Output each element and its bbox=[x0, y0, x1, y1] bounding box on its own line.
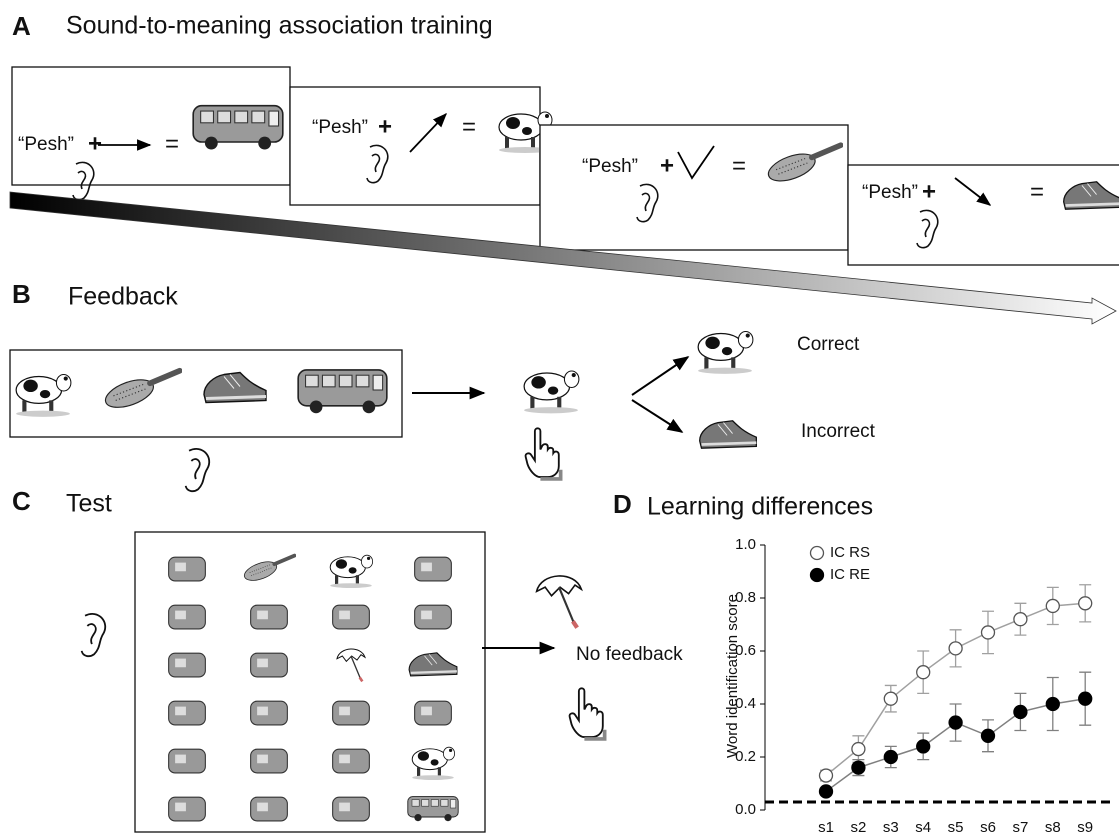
data-point bbox=[818, 768, 834, 783]
arrow bbox=[631, 399, 684, 433]
test-picture bbox=[168, 700, 206, 726]
test-picture bbox=[414, 556, 452, 582]
legend-label: IC RS bbox=[830, 544, 870, 561]
panel-title: Test bbox=[66, 490, 112, 518]
x-tick-label: s9 bbox=[1077, 819, 1093, 836]
x-tick-label: s2 bbox=[850, 819, 866, 836]
test-picture bbox=[414, 700, 452, 726]
shoe bbox=[698, 419, 758, 450]
panel-letter: D bbox=[613, 489, 632, 519]
test-picture bbox=[332, 700, 370, 726]
x-tick-label: s4 bbox=[915, 819, 931, 836]
panel-title: Sound-to-meaning association training bbox=[66, 12, 493, 40]
test-picture bbox=[250, 700, 288, 726]
outcome-label: Incorrect bbox=[801, 421, 876, 442]
panel-letter: B bbox=[12, 279, 31, 309]
cow bbox=[523, 370, 580, 414]
ear bbox=[184, 447, 211, 493]
y-tick-label: 0.6 bbox=[735, 642, 756, 659]
legend-marker bbox=[809, 567, 825, 583]
hand-pointer bbox=[567, 686, 607, 741]
data-point bbox=[916, 739, 931, 754]
ear bbox=[80, 612, 107, 658]
y-axis-label: Word identification score bbox=[724, 594, 741, 758]
data-point bbox=[851, 741, 866, 757]
panel-letter: C bbox=[12, 486, 31, 516]
spoken-word: “Pesh” bbox=[862, 182, 918, 203]
umbrella bbox=[537, 576, 582, 628]
test-picture bbox=[250, 748, 288, 774]
chart: 0.0 0.2 0.4 0.6 0.8 1.0 s1 s2 s3 s4 s5 s6 s7 s8 s9 IC R… bbox=[735, 536, 1115, 836]
legend-marker bbox=[809, 545, 825, 561]
test-picture bbox=[250, 604, 288, 630]
data-point bbox=[851, 760, 866, 775]
plus-sign: + bbox=[922, 178, 936, 205]
data-point bbox=[1013, 704, 1028, 720]
equals-sign: = bbox=[1030, 178, 1044, 205]
test-picture bbox=[168, 748, 206, 774]
note: No feedback bbox=[576, 644, 683, 665]
cow bbox=[697, 330, 754, 375]
test-picture bbox=[168, 604, 206, 630]
frame bbox=[847, 164, 1119, 266]
test-picture bbox=[168, 556, 206, 582]
data-point bbox=[883, 691, 898, 706]
test-picture bbox=[414, 604, 452, 630]
y-tick-label: 1.0 bbox=[735, 536, 756, 553]
data-point bbox=[980, 728, 996, 743]
spoken-word: “Pesh” bbox=[582, 156, 638, 177]
data-point bbox=[1045, 598, 1060, 614]
data-point bbox=[1013, 612, 1028, 627]
data-point bbox=[1078, 691, 1093, 706]
test-picture bbox=[168, 796, 206, 822]
time-wedge bbox=[9, 191, 1117, 325]
test-picture bbox=[332, 748, 370, 774]
spoken-word: “Pesh” bbox=[18, 134, 74, 155]
data-point bbox=[948, 715, 963, 730]
test-picture bbox=[332, 796, 370, 822]
pitch-contour bbox=[677, 145, 715, 180]
plus-sign: + bbox=[378, 113, 392, 140]
data-point bbox=[1078, 596, 1093, 611]
data-point bbox=[948, 641, 963, 656]
y-tick-label: 0.8 bbox=[735, 589, 756, 606]
plus-sign: + bbox=[88, 130, 102, 157]
data-point bbox=[980, 625, 996, 640]
plus-sign: + bbox=[660, 152, 674, 179]
equals-sign: = bbox=[165, 130, 179, 157]
equals-sign: = bbox=[732, 152, 746, 179]
chart-title: Learning differences bbox=[647, 493, 873, 521]
pitch-contour bbox=[409, 112, 447, 153]
x-tick-label: s8 bbox=[1045, 819, 1061, 836]
y-tick-label: 0.0 bbox=[735, 801, 756, 818]
outcome-label: Correct bbox=[797, 334, 860, 355]
test-picture bbox=[250, 796, 288, 822]
x-tick-label: s5 bbox=[948, 819, 964, 836]
test-picture bbox=[250, 652, 288, 678]
equals-sign: = bbox=[462, 113, 476, 140]
test-picture bbox=[332, 604, 370, 630]
legend-label: IC RE bbox=[830, 566, 870, 583]
x-tick-label: s6 bbox=[980, 819, 996, 836]
data-point bbox=[916, 665, 931, 680]
test-picture bbox=[168, 652, 206, 678]
panel-title: Feedback bbox=[68, 283, 178, 311]
x-tick-label: s7 bbox=[1012, 819, 1028, 836]
spoken-word: “Pesh” bbox=[312, 117, 368, 138]
data-point bbox=[818, 784, 834, 799]
arrow bbox=[631, 356, 690, 396]
x-tick-label: s3 bbox=[883, 819, 899, 836]
hand-pointer bbox=[523, 426, 563, 481]
y-tick-label: 0.2 bbox=[735, 748, 756, 765]
test-grid bbox=[134, 531, 486, 833]
training-frames: “Pesh” + =“Pesh” + =“Pesh” + =“Pesh” + = bbox=[11, 66, 1119, 266]
data-point bbox=[883, 749, 898, 765]
y-tick-label: 0.4 bbox=[735, 695, 756, 712]
pitch-contour bbox=[954, 177, 992, 206]
data-point bbox=[1045, 696, 1060, 712]
frame bbox=[539, 124, 849, 251]
x-tick-label: s1 bbox=[818, 819, 834, 836]
panel-letter: A bbox=[12, 11, 31, 41]
